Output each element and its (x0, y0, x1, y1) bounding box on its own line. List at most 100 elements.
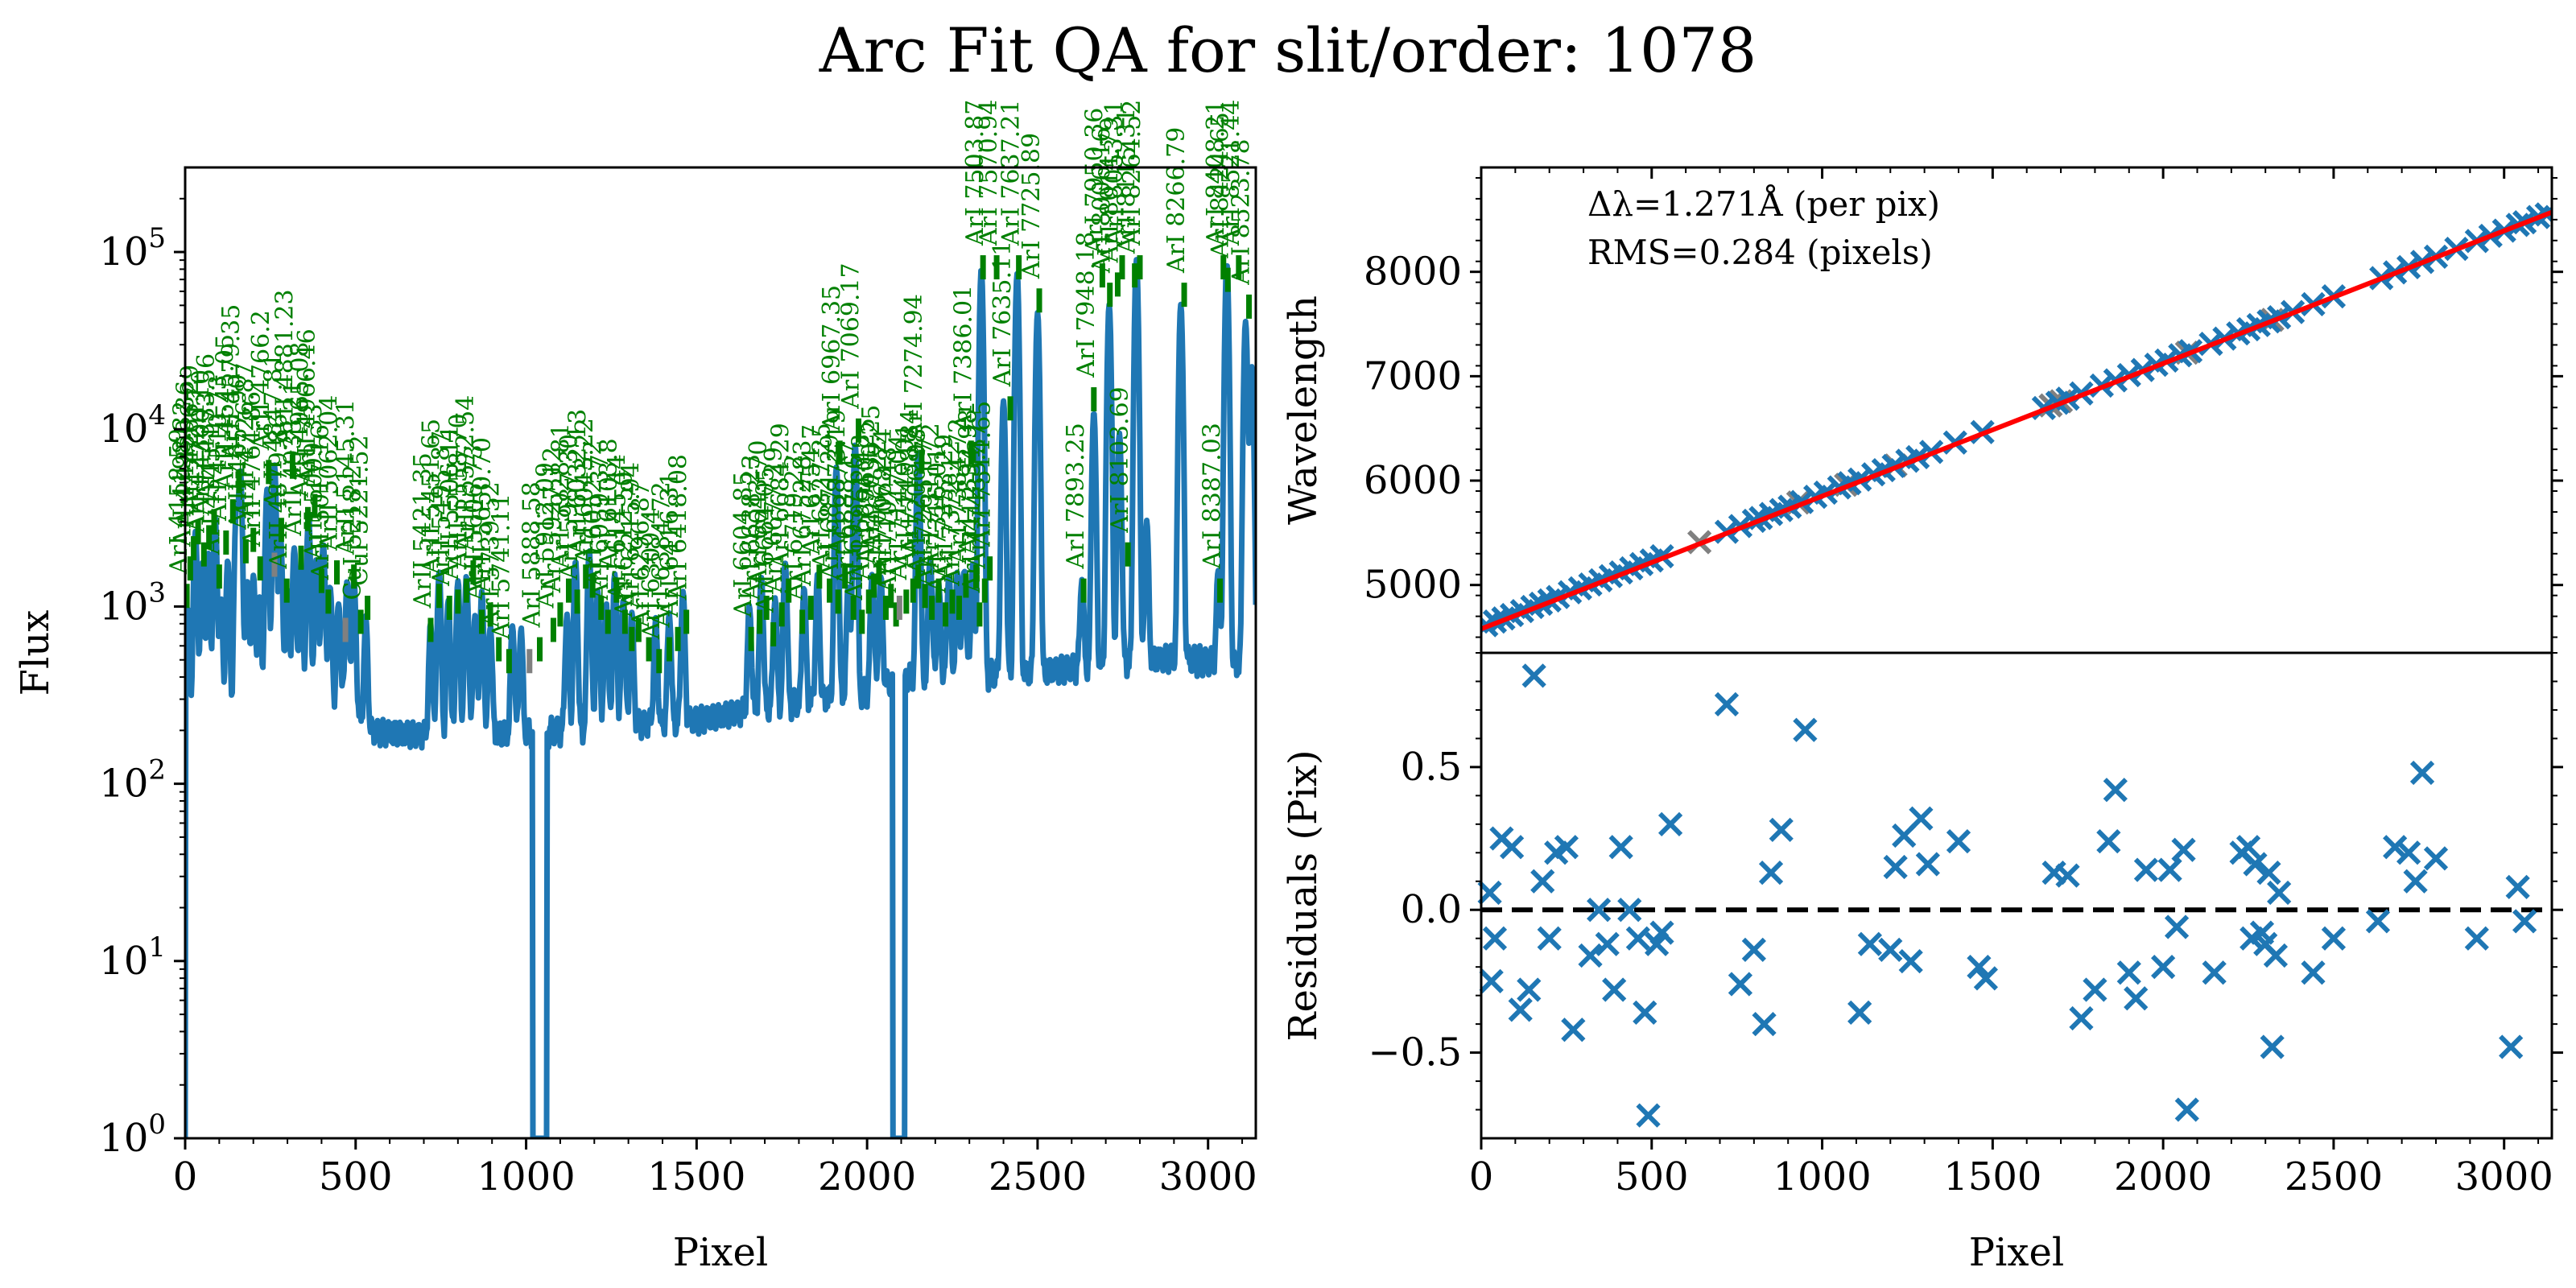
line-id-label: ArI 7149.01 (891, 423, 919, 569)
y-axis-label: Residuals (Pix) (1281, 749, 1326, 1041)
residual-point (1758, 860, 1784, 886)
x-tick-label: 2000 (818, 1154, 916, 1199)
line-id-label: ArI 7503.87 (961, 100, 989, 246)
line-id-label: ArII 4545.05 (211, 334, 239, 490)
residual-point (2505, 874, 2530, 899)
line-id-label: ArI 7392.98 (955, 409, 983, 555)
line-id-label: ArII 5009.33 (299, 403, 328, 559)
line-id-label: ArI 6059.37 (586, 454, 614, 601)
y-tick-label: 0.5 (1401, 745, 1462, 790)
residual-point (1741, 937, 1766, 963)
line-id-label: ArI 8103.69 (1106, 386, 1134, 533)
residual-point (2383, 835, 2408, 860)
x-tick-label: 3000 (1159, 1154, 1257, 1199)
residual-point (1479, 968, 1504, 994)
line-id-label: ArII 5558.70 (444, 413, 473, 569)
residual-point (2103, 778, 2128, 803)
line-id-label: ArI 7068.74 (869, 428, 898, 575)
residual-point (1793, 717, 1818, 742)
residual-point (2055, 863, 2080, 888)
residual-point (2267, 880, 2292, 906)
line-id-label: ArI 7158.84 (897, 409, 925, 555)
y-tick-label: 0.0 (1401, 887, 1462, 932)
line-id-label: ArI 7435.37 (963, 423, 991, 569)
line-id-label: ArI 7107.48 (874, 447, 902, 593)
line-id-label: ArI 8014.79 (1096, 117, 1124, 263)
line-id-label: ArI 7412.34 (958, 447, 986, 593)
line-id-label: ArI 8053.31 (1100, 100, 1129, 246)
line-id-label: ArII 5650.70 (469, 437, 497, 593)
line-id-label: ArI 6032.13 (564, 409, 592, 555)
line-id-label: ArI 6052.72 (580, 440, 608, 587)
line-id-label: ArI 6604.85 (729, 471, 758, 617)
line-id-label: ArII 5145.31 (332, 399, 361, 555)
residual-point (1587, 898, 1612, 923)
x-tick-label: 500 (319, 1154, 393, 1199)
residual-point (2499, 1034, 2524, 1059)
line-id-label: ArI 7893.25 (1062, 423, 1090, 569)
line-id-label: ArI 5912.09 (531, 462, 559, 609)
residual-point (2321, 926, 2347, 951)
line-id-label: ArI 8408.21 (1202, 100, 1230, 246)
y-axis-label: Wavelength (1281, 295, 1326, 525)
residual-point (1554, 835, 1579, 860)
line-id-label: ArII 5017.16 (307, 424, 335, 580)
residual-point (1909, 806, 1934, 831)
line-id-label: ArI 7948.18 (1072, 232, 1100, 378)
x-tick-label: 1000 (477, 1154, 575, 1199)
residual-point (1602, 977, 1627, 1002)
line-id-label: ArII 4657.90 (224, 374, 252, 530)
residual-point (1499, 835, 1525, 860)
y-tick-label: 5000 (1364, 563, 1462, 608)
line-id-label: ArI 6754.7 (798, 424, 826, 555)
line-id-label: ArI 6212.50 (610, 471, 638, 617)
x-tick-label: 3000 (2455, 1154, 2553, 1199)
residual-point (2157, 857, 2182, 882)
x-tick-label: 2500 (2285, 1154, 2383, 1199)
x-tick-label: 1500 (647, 1154, 745, 1199)
residual-point (2151, 955, 2176, 980)
residual-point (2243, 852, 2268, 877)
residual-point (1898, 948, 1923, 974)
residual-point (1728, 972, 1753, 997)
line-id-label: ArI 6719.22 (781, 454, 809, 601)
residuals-frame (1480, 651, 2553, 1140)
y-tick-label: 101 (99, 931, 166, 984)
spectrum-frame (184, 166, 1257, 1140)
residual-point (2069, 1005, 2094, 1031)
line-id-label: ArI 5927.12 (539, 447, 567, 593)
line-id-label: ArII 4966.46 (293, 328, 321, 485)
line-id-label: ArI 4198.32 (168, 401, 196, 547)
residual-point (1625, 926, 1650, 951)
line-id-label: ArI 8523.78 (1228, 138, 1256, 285)
residual-point (1946, 828, 1971, 854)
residual-point (1714, 691, 1740, 716)
line-id-label: ArI 4272.17 (182, 386, 210, 533)
residual-point (2096, 828, 2121, 854)
residual-point (2403, 869, 2428, 894)
y-tick-label: 103 (99, 576, 166, 629)
rms-annotation: RMS=0.284 (pixels) (1587, 233, 1933, 272)
residual-point (1649, 920, 1674, 945)
line-id-label: ArI 4300.10 (188, 369, 216, 516)
line-id-label: ArI 6643.70 (745, 440, 773, 587)
residual-point (2202, 960, 2227, 985)
residual-point (1657, 811, 1683, 836)
line-id-label: ArI 6937.66 (840, 454, 869, 601)
x-tick-label: 0 (1469, 1154, 1494, 1199)
residual-point (2174, 1097, 2199, 1122)
residual-point (2235, 835, 2261, 860)
residual-point (1595, 931, 1620, 956)
line-id-label: ArI 7316.01 (924, 447, 952, 593)
line-id-label: ArI 6752.83 (789, 440, 817, 587)
line-id-label: ArI 6684.29 (767, 423, 795, 569)
line-id-label: ArI 7274.94 (900, 294, 928, 440)
residual-point (1857, 931, 1882, 956)
line-id-label: ArI 6215.94 (617, 462, 645, 609)
residual-point (1633, 1000, 1657, 1026)
line-id-label: ArI 4345.17 (197, 409, 225, 555)
line-id-label: ArI 6888.17 (832, 440, 860, 587)
line-id-label: ArI 4158.59 (165, 428, 193, 575)
residual-point (2256, 860, 2281, 886)
